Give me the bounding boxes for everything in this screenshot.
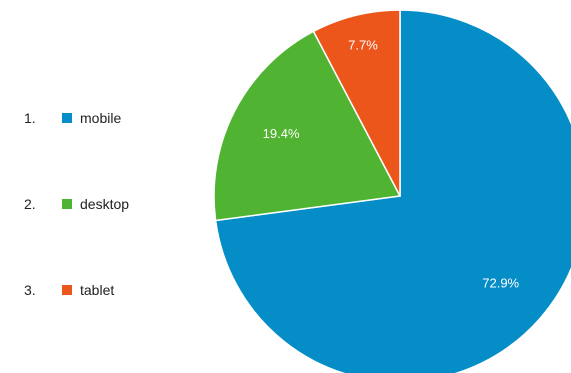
- slice-label-desktop: 19.4%: [263, 126, 300, 141]
- pie-slices: [213, 9, 571, 373]
- chart-legend: 1. mobile 2. desktop 3. tablet: [24, 0, 174, 373]
- legend-item-tablet[interactable]: 3. tablet: [24, 281, 114, 299]
- legend-index: 3.: [24, 282, 36, 298]
- legend-label-mobile: mobile: [80, 110, 122, 126]
- legend-item-desktop[interactable]: 2. desktop: [24, 195, 129, 213]
- legend-swatch-mobile: [62, 113, 72, 123]
- legend-swatch-desktop: [62, 199, 72, 209]
- pie-slice-desktop[interactable]: [213, 30, 402, 222]
- pie-slice-tablet[interactable]: [312, 9, 401, 197]
- slice-label-tablet: 7.7%: [348, 38, 378, 53]
- pie-slice-mobile[interactable]: [214, 9, 571, 373]
- legend-index: 1.: [24, 110, 36, 126]
- slice-label-mobile: 72.9%: [482, 276, 519, 291]
- legend-index: 2.: [24, 196, 36, 212]
- legend-swatch-tablet: [62, 285, 72, 295]
- legend-label-tablet: tablet: [80, 282, 115, 298]
- legend-label-desktop: desktop: [80, 196, 130, 212]
- pie-labels: 72.9% 19.4% 7.7%: [263, 38, 520, 291]
- legend-item-mobile[interactable]: 1. mobile: [24, 109, 121, 127]
